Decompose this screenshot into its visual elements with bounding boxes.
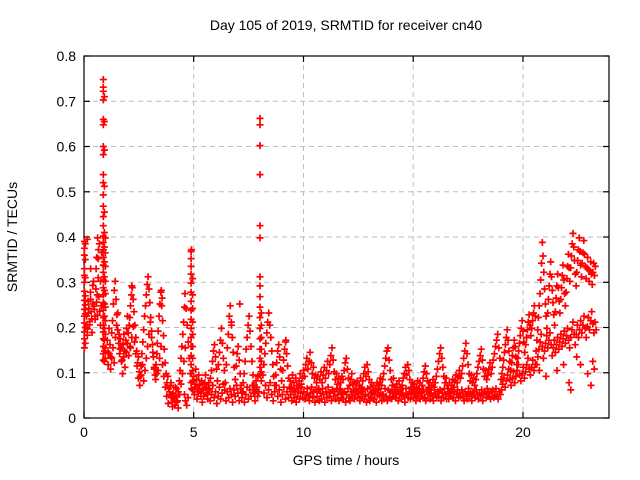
y-tick-label: 0.2 (57, 320, 77, 336)
x-tick-label: 20 (515, 424, 531, 440)
y-tick-label: 0.5 (57, 184, 77, 200)
y-tick-label: 0.7 (57, 93, 77, 109)
tick-labels: 0 5 10 15 20 0 0.1 0.2 0.3 0.4 0.5 0.6 0.7 0.8 (57, 48, 531, 440)
y-tick-label: 0.6 (57, 139, 77, 155)
x-tick-label: 10 (296, 424, 312, 440)
y-tick-label: 0.1 (57, 365, 77, 381)
x-tick-label: 15 (405, 424, 421, 440)
y-tick-label: 0.3 (57, 274, 77, 290)
y-tick-label: 0.4 (57, 229, 77, 245)
x-axis-label: GPS time / hours (293, 452, 400, 468)
y-tick-label: 0.8 (57, 48, 77, 64)
scatter-markers (80, 76, 600, 412)
chart-title: Day 105 of 2019, SRMTID for receiver cn4… (210, 17, 483, 33)
x-tick-label: 5 (190, 424, 198, 440)
data-points (80, 76, 600, 412)
x-tick-label: 0 (80, 424, 88, 440)
y-axis-label: SRMTID / TECUs (4, 182, 20, 292)
y-tick-label: 0 (68, 410, 76, 426)
